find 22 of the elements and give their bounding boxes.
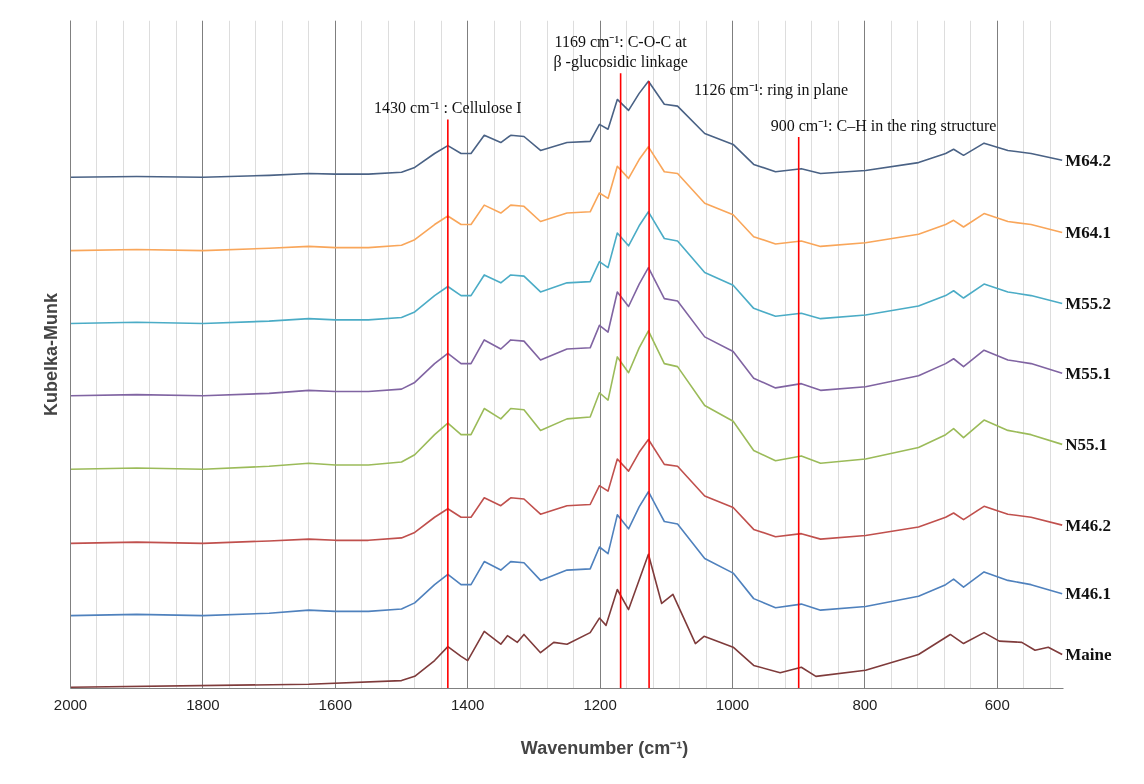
ref-line-label: 900 cm⁻¹: C–H in the ring structure [770,117,997,136]
series-label: M55.2 [1065,293,1111,313]
x-tick-label: 1800 [186,695,220,713]
series-label: Maine [1065,644,1112,664]
x-tick-label: 1600 [318,695,352,713]
x-tick-label: 1400 [451,695,485,713]
series-label: M55.1 [1065,363,1111,383]
x-tick-label: 1000 [715,695,750,713]
series-label: M46.2 [1065,515,1111,535]
ref-line-label: 1126 cm⁻¹: ring in plane [694,80,849,99]
series-label: M64.1 [1065,222,1111,242]
y-axis-title: Kubelka-Munk [40,292,61,417]
x-tick-label: 1200 [583,695,617,713]
series-label: M46.1 [1065,584,1111,604]
ref-line-label: 1169 cm⁻¹: C-O-C at β -glucosidic linkage [553,32,688,72]
series-label: N55.1 [1065,434,1108,454]
series-label: M64.2 [1065,150,1111,170]
x-axis-title: Wavenumber (cm⁻¹) [520,737,689,758]
x-tick-label: 800 [852,695,878,713]
x-tick-label: 600 [984,695,1010,713]
x-tick-label: 2000 [53,695,88,713]
ref-line-label: 1430 cm⁻¹ : Cellulose I [374,99,522,117]
